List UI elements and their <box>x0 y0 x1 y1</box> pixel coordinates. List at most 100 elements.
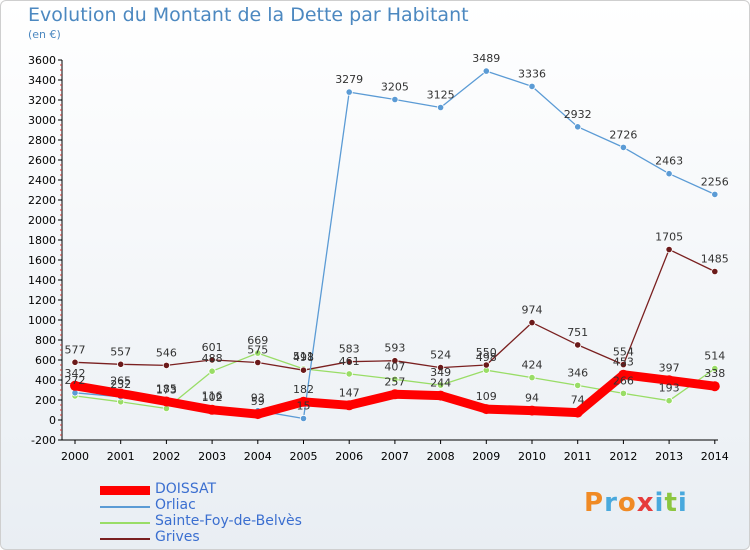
data-label-orliac: 272 <box>65 374 86 387</box>
y-tick-label: 0 <box>49 414 56 427</box>
x-tick-label: 2002 <box>152 450 180 463</box>
legend-swatch <box>100 506 150 508</box>
data-point-doissat <box>70 380 80 391</box>
data-point-sainte-foy-de-belv-s <box>436 381 445 389</box>
data-label-sainte-foy-de-belv-s: 424 <box>522 359 543 372</box>
data-label-orliac: 173 <box>156 384 177 397</box>
data-point-doissat <box>481 404 492 415</box>
data-point-grives <box>208 356 216 364</box>
data-label-orliac: 2726 <box>609 128 637 141</box>
data-point-grives <box>528 318 536 327</box>
data-point-sainte-foy-de-belv-s <box>208 367 216 375</box>
data-label-doissat: 338 <box>704 367 725 380</box>
data-point-sainte-foy-de-belv-s <box>391 375 399 383</box>
y-tick-label: 3400 <box>28 74 56 87</box>
data-label-doissat: 185 <box>156 383 177 396</box>
data-label-doissat: 94 <box>525 392 539 405</box>
x-tick-label: 2010 <box>518 450 546 463</box>
data-point-doissat <box>435 390 446 401</box>
data-label-sainte-foy-de-belv-s: 461 <box>339 355 360 368</box>
legend-swatch <box>100 538 150 540</box>
data-point-grives <box>482 361 490 369</box>
data-label-sainte-foy-de-belv-s: 498 <box>476 351 497 364</box>
y-tick-label: 3200 <box>28 94 56 107</box>
data-point-doissat <box>389 389 400 400</box>
data-point-orliac <box>711 190 719 198</box>
x-tick-label: 2007 <box>381 450 409 463</box>
data-point-sainte-foy-de-belv-s <box>528 373 536 382</box>
y-tick-label: 400 <box>35 374 56 387</box>
data-point-doissat <box>709 381 720 392</box>
x-tick-label: 2004 <box>244 450 272 463</box>
x-tick-label: 2008 <box>427 450 455 463</box>
x-tick-label: 2005 <box>290 450 318 463</box>
logo-letter: r <box>604 488 618 518</box>
y-tick-label: 2800 <box>28 134 56 147</box>
data-point-orliac <box>345 88 353 96</box>
data-point-sainte-foy-de-belv-s <box>345 370 353 378</box>
data-point-grives <box>619 360 628 369</box>
data-labels-layer: 342 265 185 102 59 182 147 257 244 109 94 74 453 397 3… <box>65 52 729 412</box>
x-tick-label: 2013 <box>655 450 683 463</box>
data-label-grives: 751 <box>567 326 588 339</box>
data-label-grives: 593 <box>384 342 405 355</box>
data-label-doissat: 257 <box>384 375 405 388</box>
logo-letter: x <box>636 488 655 518</box>
y-tick-label: 1000 <box>28 314 56 327</box>
data-point-doissat <box>115 388 126 399</box>
data-point-orliac <box>299 414 308 423</box>
data-label-orliac: 15 <box>297 400 311 413</box>
data-point-grives <box>162 361 170 369</box>
data-point-doissat <box>618 369 629 380</box>
legend-label: Orliac <box>155 497 196 513</box>
logo-letter: i <box>654 488 665 518</box>
data-point-grives <box>71 358 79 366</box>
data-point-doissat <box>344 400 355 411</box>
data-label-sainte-foy-de-belv-s: 669 <box>247 334 268 347</box>
data-point-sainte-foy-de-belv-s <box>711 364 719 373</box>
data-label-grives: 601 <box>202 341 223 354</box>
y-tick-label: 2600 <box>28 154 56 167</box>
y-tick-label: 1600 <box>28 254 56 267</box>
data-point-grives <box>574 341 582 349</box>
logo-letter: o <box>617 488 637 518</box>
data-label-orliac: 2932 <box>564 108 592 121</box>
legend-swatch <box>100 486 150 495</box>
data-label-grives: 1485 <box>701 253 729 266</box>
data-label-doissat: 182 <box>293 383 314 396</box>
data-point-grives <box>299 366 308 374</box>
data-point-orliac <box>619 143 628 151</box>
data-label-grives: 546 <box>156 346 177 359</box>
data-label-orliac: 2463 <box>655 155 683 168</box>
data-label-grives: 557 <box>110 345 131 358</box>
data-point-sainte-foy-de-belv-s <box>574 381 582 389</box>
y-tick-label: 200 <box>35 394 56 407</box>
data-label-doissat: 147 <box>339 386 360 399</box>
data-label-orliac: 93 <box>251 392 265 405</box>
data-point-grives <box>391 357 399 365</box>
data-label-grives: 554 <box>613 346 634 359</box>
y-tick-label: 1400 <box>28 274 56 287</box>
data-label-grives: 974 <box>522 304 543 317</box>
data-point-orliac <box>528 82 536 91</box>
data-point-sainte-foy-de-belv-s <box>665 397 673 405</box>
data-label-grives: 1705 <box>655 231 683 244</box>
x-tick-label: 2006 <box>335 450 363 463</box>
logo-letter: P <box>584 488 605 518</box>
legend-label: DOISSAT <box>155 481 217 497</box>
logo-letter: t <box>664 488 678 518</box>
y-tick-label: 1800 <box>28 234 56 247</box>
x-tick-label: 2014 <box>701 450 729 463</box>
data-point-doissat <box>207 404 218 415</box>
logo-letter: i <box>677 488 688 518</box>
data-label-doissat: 59 <box>251 395 265 408</box>
data-label-sainte-foy-de-belv-s: 488 <box>202 352 223 365</box>
data-point-doissat <box>664 375 675 386</box>
data-label-doissat: 342 <box>65 367 86 380</box>
chart-axes: -200 0 200 400 600 800 1000 1200 1400 1600 1800 200… <box>28 54 729 463</box>
data-label-orliac: 3279 <box>335 73 363 86</box>
y-tick-label: 3000 <box>28 114 56 127</box>
y-tick-label: 800 <box>35 334 56 347</box>
chart-subtitle: (en €) <box>28 28 61 41</box>
